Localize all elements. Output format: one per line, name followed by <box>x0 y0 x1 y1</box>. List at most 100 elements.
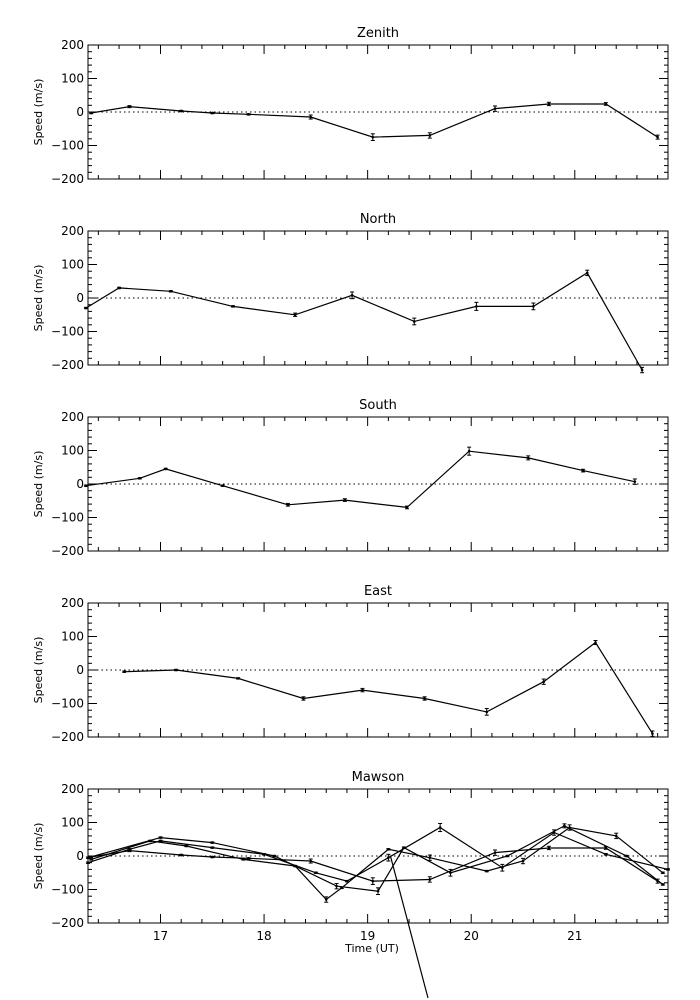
series-line <box>85 450 636 509</box>
data-point <box>506 854 509 858</box>
data-point <box>485 869 489 873</box>
data-point <box>122 670 126 673</box>
y-tick-label: −100 <box>51 883 84 897</box>
data-point <box>345 879 349 883</box>
data-point <box>493 851 497 854</box>
y-tick-label: 100 <box>61 258 84 272</box>
data-point <box>231 305 235 308</box>
y-axis-label: Speed (m/s) <box>32 823 45 890</box>
data-point <box>485 710 489 714</box>
data-point <box>273 854 276 858</box>
panel-title: South <box>359 398 397 413</box>
x-tick-label: 21 <box>567 929 582 943</box>
data-point <box>86 856 90 859</box>
y-axis-label: Speed (m/s) <box>32 637 45 704</box>
data-point <box>309 859 312 863</box>
data-point <box>169 290 173 293</box>
data-point <box>286 503 290 507</box>
panel-zenith: Zenith 200 100 0 −100 −200 Speed (m/s) <box>32 26 669 186</box>
data-point <box>594 641 597 644</box>
y-tick-label: 200 <box>61 410 84 424</box>
data-point <box>159 836 162 839</box>
y-tick-label: 0 <box>76 477 84 491</box>
data-point <box>493 107 497 110</box>
data-point <box>526 456 530 460</box>
data-point <box>138 477 142 480</box>
data-point <box>84 306 88 310</box>
data-point <box>542 680 546 684</box>
data-point <box>84 484 88 487</box>
data-point <box>585 271 589 275</box>
data-point <box>475 305 478 308</box>
annotation-pointer-line <box>389 855 429 999</box>
x-tick-label: 20 <box>464 929 479 943</box>
data-point <box>547 102 551 106</box>
data-point <box>604 853 608 856</box>
data-point <box>117 286 121 290</box>
data-point <box>210 841 214 844</box>
data-point <box>449 871 452 875</box>
data-point <box>350 294 354 297</box>
data-point <box>210 111 214 115</box>
y-tick-label: 100 <box>61 72 84 86</box>
data-point <box>521 859 525 863</box>
data-point <box>89 858 93 861</box>
data-point <box>309 115 312 119</box>
data-point <box>428 134 432 137</box>
y-tick-label: −200 <box>51 916 84 930</box>
y-axis-label: Speed (m/s) <box>32 79 45 146</box>
data-point <box>159 839 162 843</box>
data-point <box>633 480 637 483</box>
x-tick-label: 17 <box>153 929 168 943</box>
data-point <box>128 848 131 851</box>
series-line <box>87 825 664 892</box>
panel-east: East 200 100 0 −100 −200 Speed (m/s) <box>32 584 669 744</box>
data-point <box>387 848 390 851</box>
data-point <box>335 884 338 888</box>
data-point <box>185 844 188 848</box>
y-tick-label: −100 <box>51 697 84 711</box>
data-point <box>371 135 375 139</box>
data-point <box>651 732 654 735</box>
y-tick-label: −200 <box>51 172 84 186</box>
y-tick-label: −100 <box>51 325 84 339</box>
data-point <box>361 688 364 692</box>
y-tick-label: −200 <box>51 730 84 744</box>
panel-south: South 200 100 0 −100 −200 Speed (m/s) <box>32 398 669 558</box>
data-point <box>428 878 432 881</box>
y-tick-label: 0 <box>76 291 84 305</box>
series-line <box>91 847 658 882</box>
panel-mawson: Mawson 200 100 0 −100 −200 Speed (m/s) 17 18 19 20… <box>32 770 670 955</box>
data-point <box>402 846 406 849</box>
series-line <box>91 103 658 138</box>
data-point <box>242 858 245 861</box>
data-point <box>179 109 183 113</box>
data-point <box>614 834 618 838</box>
data-point <box>247 857 250 860</box>
data-point <box>656 135 659 139</box>
panel-title: East <box>364 584 392 599</box>
x-tick-label: 19 <box>360 929 375 943</box>
data-point <box>423 697 426 700</box>
y-tick-label: 200 <box>61 38 84 52</box>
y-tick-label: 0 <box>76 849 84 863</box>
data-point <box>210 846 214 849</box>
data-point <box>89 111 93 115</box>
data-point <box>640 368 644 372</box>
data-point <box>661 871 665 875</box>
data-point <box>405 506 409 509</box>
y-tick-label: 0 <box>76 663 84 677</box>
panel-title: North <box>360 212 396 227</box>
y-tick-label: −100 <box>51 139 84 153</box>
data-point <box>581 469 585 472</box>
data-point <box>221 484 224 487</box>
x-axis-label: Time (UT) <box>344 942 399 955</box>
y-tick-label: 200 <box>61 224 84 238</box>
data-point <box>547 846 551 850</box>
data-point <box>438 826 442 829</box>
y-tick-label: −200 <box>51 358 84 372</box>
y-tick-label: 100 <box>61 444 84 458</box>
series-line <box>90 826 664 901</box>
data-point <box>532 305 535 308</box>
